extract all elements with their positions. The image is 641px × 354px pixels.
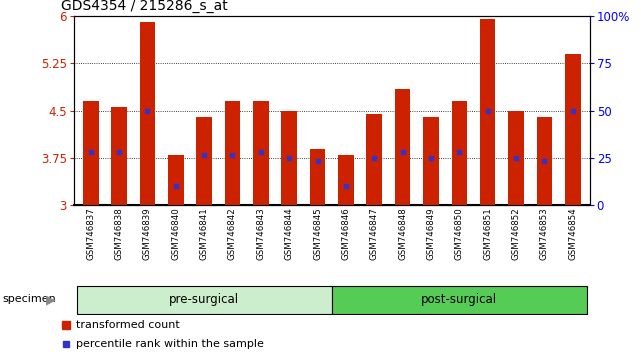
Text: GSM746847: GSM746847 <box>370 208 379 261</box>
Bar <box>480 19 495 205</box>
Bar <box>508 111 524 205</box>
Text: GSM746849: GSM746849 <box>426 208 435 260</box>
Bar <box>76 286 332 314</box>
Text: GDS4354 / 215286_s_at: GDS4354 / 215286_s_at <box>61 0 228 13</box>
Text: specimen: specimen <box>3 295 56 304</box>
Text: GSM746843: GSM746843 <box>256 208 265 261</box>
Bar <box>451 101 467 205</box>
Text: post-surgical: post-surgical <box>421 293 497 306</box>
Text: ▶: ▶ <box>46 293 56 306</box>
Text: GSM746846: GSM746846 <box>342 208 351 261</box>
Bar <box>310 149 326 205</box>
Bar <box>367 114 382 205</box>
Text: GSM746838: GSM746838 <box>115 208 124 261</box>
Bar <box>253 101 269 205</box>
Bar <box>168 155 183 205</box>
Bar <box>281 111 297 205</box>
Text: GSM746850: GSM746850 <box>455 208 464 261</box>
Bar <box>225 101 240 205</box>
Bar <box>140 22 155 205</box>
Text: GSM746842: GSM746842 <box>228 208 237 261</box>
Text: GSM746851: GSM746851 <box>483 208 492 261</box>
Bar <box>112 108 127 205</box>
Bar <box>332 286 587 314</box>
Text: GSM746839: GSM746839 <box>143 208 152 260</box>
Text: pre-surgical: pre-surgical <box>169 293 239 306</box>
Text: GSM746852: GSM746852 <box>512 208 520 261</box>
Text: GSM746845: GSM746845 <box>313 208 322 261</box>
Bar <box>423 117 438 205</box>
Bar <box>338 155 354 205</box>
Text: GSM746848: GSM746848 <box>398 208 407 261</box>
Text: transformed count: transformed count <box>76 320 179 331</box>
Text: GSM746854: GSM746854 <box>568 208 577 261</box>
Text: GSM746840: GSM746840 <box>171 208 180 261</box>
Text: GSM746853: GSM746853 <box>540 208 549 261</box>
Text: percentile rank within the sample: percentile rank within the sample <box>76 339 263 349</box>
Bar <box>395 88 410 205</box>
Bar <box>537 117 552 205</box>
Bar <box>565 54 581 205</box>
Bar <box>83 101 99 205</box>
Text: GSM746844: GSM746844 <box>285 208 294 261</box>
Text: GSM746841: GSM746841 <box>199 208 208 261</box>
Bar <box>196 117 212 205</box>
Text: GSM746837: GSM746837 <box>87 208 96 261</box>
